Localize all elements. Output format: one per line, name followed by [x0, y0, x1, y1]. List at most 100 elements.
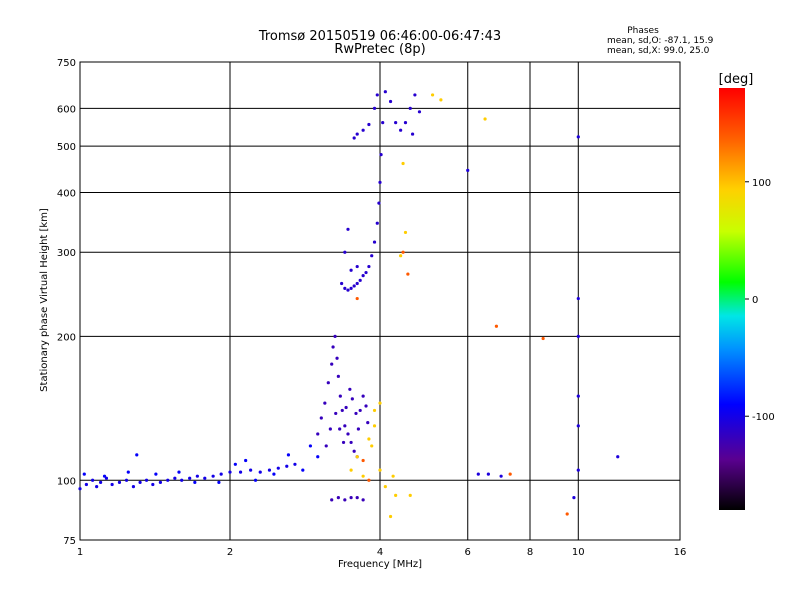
data-point — [335, 356, 339, 360]
data-point — [576, 394, 580, 398]
data-point — [391, 474, 395, 478]
data-point — [358, 408, 362, 413]
legend-title: Phases — [627, 26, 659, 36]
data-point — [253, 478, 258, 482]
y-tick-label: 75 — [63, 536, 76, 547]
data-point — [383, 90, 387, 94]
data-point — [219, 472, 223, 476]
data-point — [349, 495, 353, 500]
data-point — [138, 480, 142, 484]
data-point — [343, 250, 347, 254]
data-point — [354, 411, 358, 416]
data-point — [372, 424, 377, 428]
data-point — [377, 201, 381, 205]
data-point — [406, 272, 410, 276]
data-point — [110, 482, 114, 487]
data-point — [388, 99, 393, 104]
colorbar-label: [deg] — [719, 72, 754, 87]
data-point — [324, 444, 328, 448]
data-point — [336, 495, 340, 500]
data-point — [361, 458, 365, 463]
data-point — [328, 427, 332, 431]
data-point — [151, 482, 155, 487]
data-point — [238, 470, 243, 474]
data-point — [358, 278, 362, 282]
data-point — [343, 424, 347, 428]
data-point — [378, 401, 382, 405]
data-point — [343, 498, 347, 502]
data-point — [340, 408, 344, 413]
data-point — [211, 474, 215, 478]
data-point — [334, 411, 338, 416]
y-tick-label: 600 — [57, 104, 76, 115]
y-tick-label: 300 — [57, 248, 76, 259]
data-point — [144, 478, 149, 482]
data-point — [483, 117, 487, 121]
data-point — [82, 472, 86, 476]
data-point — [355, 455, 359, 459]
data-point — [267, 468, 272, 472]
data-point — [173, 476, 177, 480]
data-point — [372, 408, 377, 413]
data-point — [249, 468, 253, 472]
data-point — [403, 230, 408, 235]
data-point — [565, 512, 569, 516]
x-axis-label: Frequency [MHz] — [338, 559, 422, 570]
data-point — [352, 136, 356, 140]
data-point — [403, 121, 408, 125]
data-point — [616, 455, 620, 459]
data-point — [331, 345, 335, 349]
data-point — [366, 421, 370, 425]
data-point — [378, 180, 382, 184]
data-point — [349, 468, 353, 472]
chart-subtitle: RwPretec (8p) — [334, 42, 425, 57]
data-point — [439, 98, 443, 102]
x-tick-label: 4 — [377, 547, 383, 558]
data-point — [341, 440, 346, 445]
x-tick-label: 6 — [465, 547, 471, 558]
data-point — [193, 480, 197, 484]
data-point — [355, 281, 359, 286]
data-point — [102, 474, 107, 478]
data-point — [340, 281, 344, 286]
y-tick-label: 750 — [57, 58, 76, 69]
data-point — [177, 470, 181, 474]
colorbar-tick-label: 100 — [752, 178, 771, 189]
data-point — [361, 394, 365, 398]
data-point — [364, 270, 368, 275]
data-point — [355, 264, 359, 269]
data-point — [348, 387, 352, 391]
data-point — [319, 416, 323, 420]
data-point — [361, 474, 365, 478]
data-point — [375, 221, 379, 225]
x-tick-labels: 1 2 4 6 8 10 16 — [77, 547, 687, 558]
data-point — [326, 381, 330, 385]
data-point — [99, 480, 103, 484]
data-point — [367, 437, 371, 441]
data-point — [195, 474, 199, 478]
y-axis-label: Stationary phase Virtual Height [km] — [39, 208, 50, 392]
data-point — [350, 397, 354, 401]
y-tick-labels: 75 100 200 300 400 500 600 750 — [57, 58, 76, 547]
data-point — [541, 336, 545, 341]
data-point — [476, 472, 480, 476]
data-point — [84, 482, 88, 487]
x-gridlines — [79, 62, 681, 540]
data-point — [131, 485, 136, 489]
data-point — [285, 464, 289, 468]
data-point — [228, 470, 232, 474]
data-point — [166, 478, 170, 482]
data-point — [399, 128, 403, 132]
data-point — [323, 401, 327, 405]
data-point — [372, 240, 377, 244]
data-point — [301, 468, 305, 472]
data-point — [355, 495, 359, 500]
data-point — [499, 474, 503, 478]
data-point — [367, 264, 371, 269]
data-point — [576, 334, 580, 338]
data-point — [372, 106, 377, 110]
data-point — [330, 362, 334, 366]
y-gridlines — [80, 61, 680, 541]
data-point — [333, 334, 337, 338]
